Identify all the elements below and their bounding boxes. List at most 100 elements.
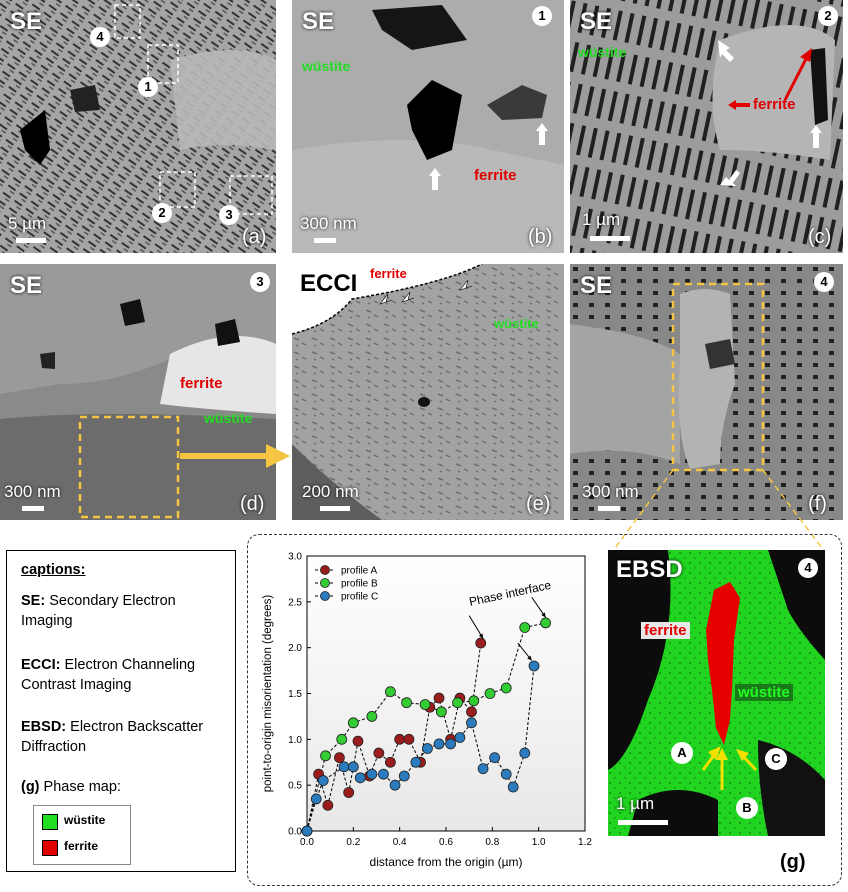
panel-a-scale-label: 5 µm [8,214,47,233]
panel-g-scale-bar [618,820,668,825]
caption-phase-text: Phase map: [43,779,121,795]
panel-c-ferrite-label: ferrite [753,96,796,113]
panel-d-scale-label: 300 nm [4,482,61,501]
panel-f-micrograph [570,264,843,520]
data-point [419,699,431,710]
data-point [475,637,487,649]
legend-ferrite-swatch [42,840,58,856]
panel-e-scale-label: 200 nm [302,482,359,501]
data-point [468,695,480,707]
caption-se-text: Secondary Electron Imaging [21,593,176,629]
caption-ebsd-key: EBSD: [21,719,67,735]
y-tick-label: 2.0 [288,643,302,654]
panel-a-marker-4: 4 [90,27,110,47]
panel-d-micrograph [0,264,276,520]
panel-g-wustite-label: wüstite [735,684,793,701]
panel-f-mode-label: SE [580,272,613,299]
data-point [366,711,378,722]
panel-a-mode-label: SE [10,8,43,35]
series-line-0 [306,643,482,832]
caption-phase-key: (g) [21,779,40,795]
legend-wustite-swatch [42,814,58,830]
data-point [398,770,410,782]
data-point [489,752,501,764]
legend-wustite-label: wüstite [64,813,106,827]
panel-a-marker-1: 1 [138,77,158,97]
panel-f-scale-label: 300 nm [582,482,639,501]
data-point [343,787,355,798]
panel-g-point-A: A [671,742,693,764]
legend-label: profile A [341,566,377,577]
panel-b-ferrite-label: ferrite [474,167,517,184]
data-point [310,793,322,805]
x-tick-label: 0.0 [300,837,314,848]
x-tick-label: 0.2 [346,837,360,848]
annotation-arrowhead [527,655,532,661]
data-point [435,706,447,718]
data-point [500,768,512,780]
x-tick-label: 0.6 [439,837,453,848]
data-point [320,750,331,762]
y-tick-label: 1.0 [288,735,302,746]
data-point [466,717,477,729]
panel-e-ecci: ECCI ferrite wüstite 200 nm (e) [292,264,564,520]
zoom-lines-f-to-g [611,470,826,553]
x-tick-label: 1.0 [532,837,546,848]
panel-b-scale-bar [314,238,336,243]
data-point [500,682,512,694]
data-point [317,775,329,786]
panel-g-scale-label: 1 µm [616,794,655,813]
legend-marker [320,591,330,601]
panel-e-scale-bar [320,506,350,511]
caption-ecci-key: ECCI: [21,657,61,673]
data-point [384,756,396,768]
panel-e-letter: (e) [526,493,551,515]
panel-c-scale-label: 1 µm [582,210,621,229]
panel-e-micrograph [292,264,564,520]
phase-legend: wüstite ferrite [33,805,131,865]
panel-f-badge: 4 [814,272,834,292]
data-point [384,686,396,698]
zoom-arrow-d-to-e [180,444,290,468]
panel-b-letter: (b) [528,226,553,248]
data-point [519,622,531,633]
panel-d-mode-label: SE [10,272,43,299]
panel-b-se: SE 1 wüstite ferrite 300 nm (b) [292,0,564,253]
data-point [301,825,313,837]
panel-c-se: SE 2 wüstite ferrite 1 µm (c) [570,0,843,253]
data-point [389,779,401,791]
panel-e-wustite-label: wüstite [494,316,539,331]
panel-a-letter: (a) [242,226,267,248]
data-point [401,697,413,709]
annotation-arrowhead [541,612,546,618]
caption-ecci: ECCI: Electron Channeling Contrast Imagi… [21,655,226,695]
annotation-arrowhead [478,633,484,639]
panel-f-se: SE 4 300 nm (f) [570,264,843,520]
panel-g-letter: (g) [780,851,806,873]
panel-b-badge: 1 [532,6,552,26]
legend-ferrite-label: ferrite [64,839,99,853]
panel-d-wustite-label: wüstite [204,410,253,426]
y-tick-label: 0.5 [288,781,302,792]
panel-b-wustite-label: wüstite [302,58,351,74]
data-point [403,733,415,745]
panel-g-ebsd-map: EBSD 4 ferrite wüstite A B C 1 µm [608,550,825,836]
legend-label: profile B [341,579,378,590]
data-point [336,733,348,745]
data-point [466,706,477,718]
data-point [477,763,489,775]
panel-b-scale-label: 300 nm [300,214,357,233]
panel-d-badge: 3 [250,272,270,292]
data-point [347,761,359,773]
panel-g-point-C: C [765,748,787,770]
data-point [540,617,552,629]
y-tick-label: 0.0 [288,827,302,838]
panel-a-scale-bar [16,238,46,243]
panel-d-se: SE 3 ferrite wüstite 300 nm (d) [0,264,276,520]
panel-b-mode-label: SE [302,8,335,35]
data-point [507,781,519,793]
legend-marker [320,565,330,575]
panel-g-point-B: B [736,797,758,819]
y-tick-label: 3.0 [288,552,302,563]
data-point [433,692,445,704]
